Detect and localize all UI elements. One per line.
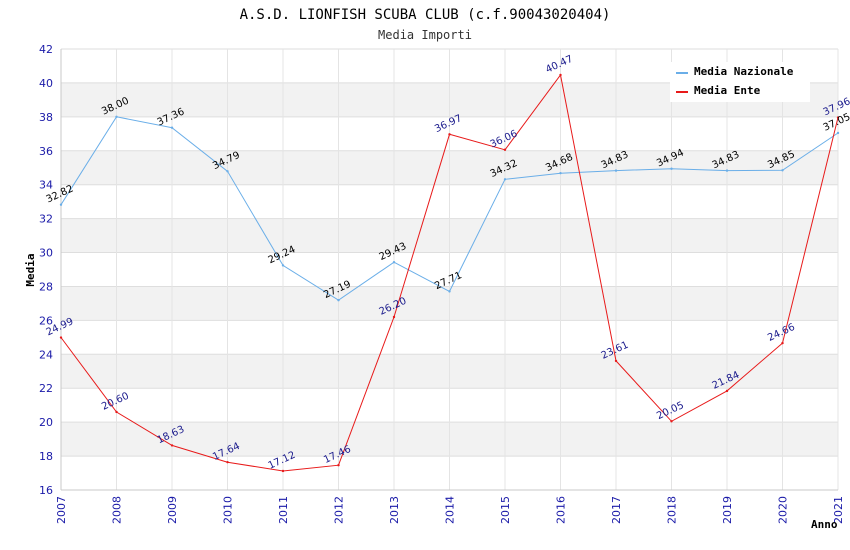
data-point-media-nazionale <box>614 169 618 172</box>
y-axis-ticks: 16 18 20 22 24 26 28 30 32 34 36 38 40 42 <box>39 43 53 497</box>
data-point-media-ente <box>836 116 840 119</box>
data-point-media-ente <box>559 73 562 77</box>
x-tick-label: 2009 <box>166 496 179 524</box>
chart-title: A.S.D. LIONFISH SCUBA CLUB (c.f.90043020… <box>240 7 611 23</box>
x-axis-label: Anno <box>811 518 838 531</box>
x-tick-label: 2008 <box>111 496 124 524</box>
data-point-media-ente <box>614 359 618 363</box>
data-point-media-ente <box>392 315 396 319</box>
x-tick-label: 2019 <box>721 496 734 524</box>
legend-box <box>670 62 810 102</box>
y-tick-label: 24 <box>39 348 53 361</box>
grid <box>60 48 839 491</box>
y-tick-label: 28 <box>39 280 53 293</box>
data-point-media-nazionale <box>392 261 396 264</box>
y-tick-label: 34 <box>39 179 53 192</box>
data-point-media-ente <box>448 133 451 136</box>
data-point-media-nazionale <box>503 178 507 181</box>
legend-label-media-ente: Media Ente <box>694 84 761 97</box>
data-point-media-ente <box>115 410 118 414</box>
y-tick-label: 26 <box>39 314 53 327</box>
data-point-media-ente <box>503 148 507 151</box>
data-point-media-ente <box>670 420 673 423</box>
data-point-media-nazionale <box>115 115 118 119</box>
data-point-media-nazionale <box>170 126 174 129</box>
x-tick-label: 2017 <box>610 496 623 524</box>
y-axis-label: Media <box>24 253 37 286</box>
x-axis-ticks: 2007 2008 2009 2010 2011 2012 2013 2014 2015 2016… <box>55 496 845 524</box>
data-point-media-nazionale <box>281 264 285 267</box>
x-tick-label: 2013 <box>388 496 401 524</box>
data-point-media-nazionale <box>559 171 562 175</box>
data-point-media-ente <box>337 464 340 467</box>
data-point-media-ente <box>170 444 174 447</box>
data-point-media-nazionale <box>781 169 784 172</box>
y-tick-label: 20 <box>39 416 53 429</box>
y-tick-label: 16 <box>39 484 53 497</box>
x-tick-label: 2011 <box>277 496 290 524</box>
legend: Media Nazionale Media Ente <box>670 62 810 102</box>
data-point-media-ente <box>725 389 729 393</box>
data-point-media-nazionale <box>448 290 451 293</box>
y-tick-label: 38 <box>39 111 53 124</box>
y-tick-label: 42 <box>39 43 53 56</box>
y-tick-label: 32 <box>39 213 53 226</box>
x-tick-label: 2010 <box>222 496 235 524</box>
x-tick-label: 2012 <box>333 496 346 524</box>
series-group <box>59 73 840 473</box>
x-tick-label: 2007 <box>55 496 68 524</box>
data-point-media-nazionale <box>337 299 340 302</box>
data-point-media-ente <box>59 336 63 339</box>
data-point-media-ente <box>781 341 784 345</box>
y-tick-label: 22 <box>39 382 53 395</box>
x-tick-label: 2016 <box>555 496 568 524</box>
data-point-media-nazionale <box>226 170 229 173</box>
data-point-media-ente <box>281 469 285 473</box>
data-point-media-nazionale <box>836 131 840 135</box>
x-tick-label: 2021 <box>832 496 845 524</box>
legend-label-media-nazionale: Media Nazionale <box>694 65 794 78</box>
y-tick-label: 40 <box>39 77 53 90</box>
x-tick-label: 2020 <box>777 496 790 524</box>
x-tick-label: 2015 <box>499 496 512 524</box>
data-point-media-nazionale <box>59 203 63 206</box>
y-tick-label: 18 <box>39 450 53 463</box>
y-tick-label: 30 <box>39 247 53 260</box>
chart-subtitle: Media Importi <box>378 28 472 42</box>
x-tick-label: 2018 <box>666 496 679 524</box>
axes <box>60 49 838 491</box>
x-tick-label: 2014 <box>444 496 457 524</box>
y-tick-label: 36 <box>39 145 53 158</box>
data-point-media-nazionale <box>725 169 729 172</box>
data-point-media-nazionale <box>670 167 673 170</box>
data-point-media-ente <box>226 460 229 464</box>
